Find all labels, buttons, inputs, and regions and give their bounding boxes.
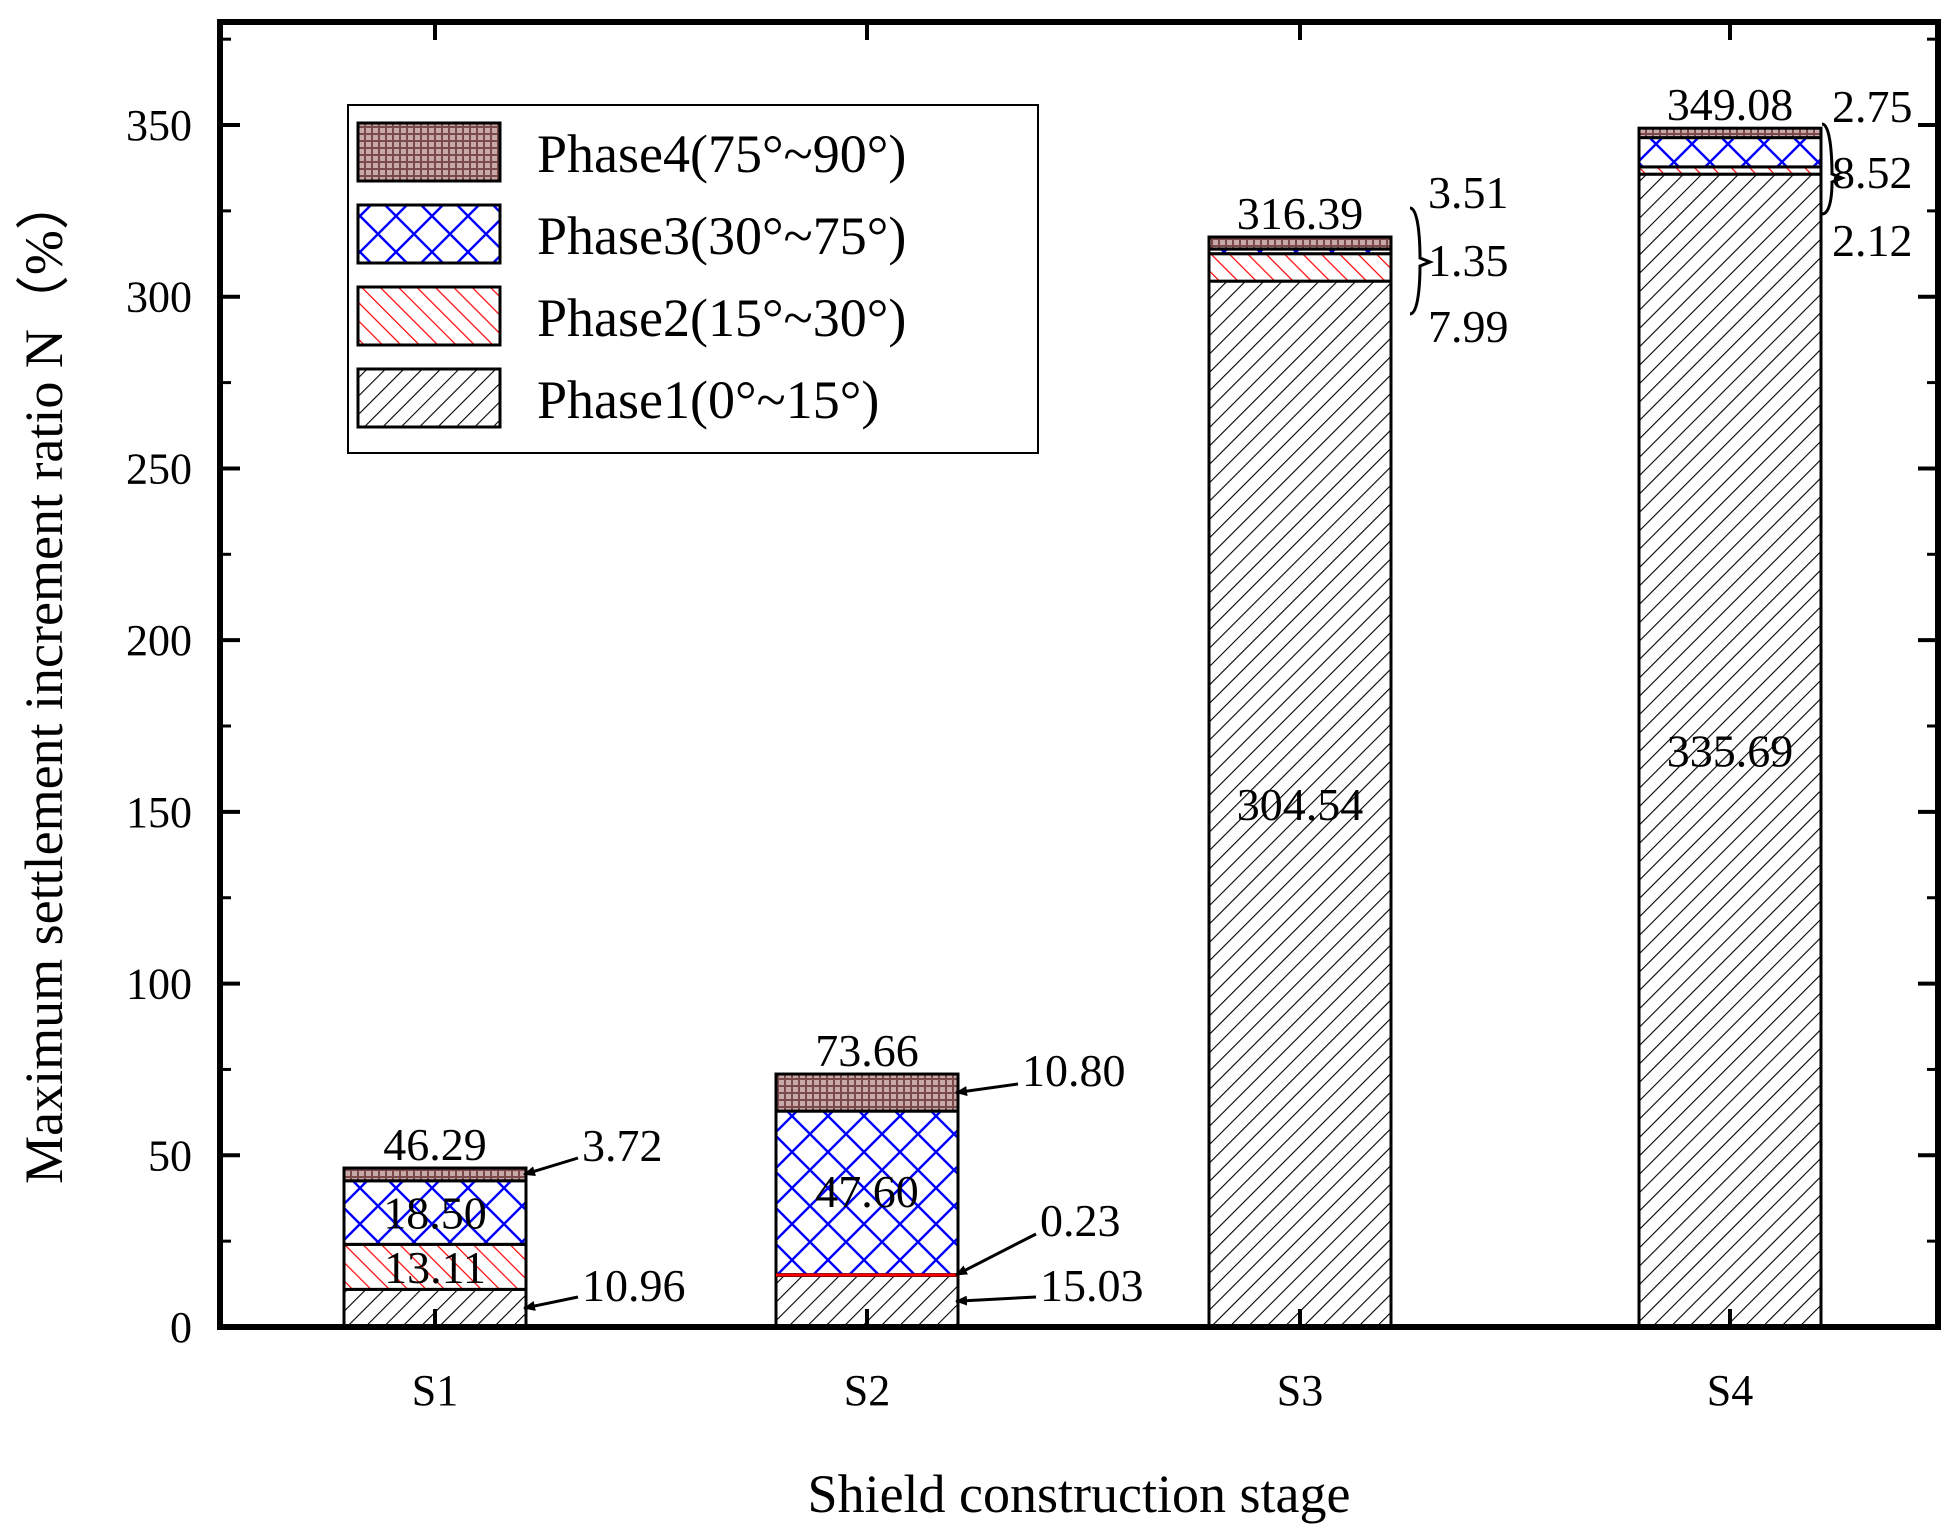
label-s2-phase4: 10.80 <box>1022 1045 1126 1096</box>
label-s1-phase4: 3.72 <box>582 1120 663 1171</box>
label-s2-phase2: 0.23 <box>1040 1195 1121 1246</box>
legend: Phase4(75°~90°) Phase3(30°~75°) Phase2(1… <box>347 104 1039 454</box>
bar-s1-phase2 <box>342 1242 528 1291</box>
x-tick-label-s3: S3 <box>1277 1366 1323 1415</box>
x-tick-label-s2: S2 <box>844 1366 890 1415</box>
legend-swatch-phase4 <box>356 121 502 183</box>
label-s3-phase4: 3.51 <box>1428 167 1509 218</box>
brace-s3 <box>1409 206 1435 316</box>
arrow-s2-phase1 <box>955 1295 1037 1306</box>
arrow-s1-phase1 <box>523 1295 579 1311</box>
arrow-s1-phase4 <box>523 1156 579 1177</box>
bar-s3-phase4 <box>1207 235 1393 251</box>
arrow-s2-phase4 <box>955 1082 1019 1097</box>
y-tick-label-0: 0 <box>170 1303 192 1352</box>
bar-s3-phase2 <box>1207 252 1393 283</box>
y-tick-label-250: 250 <box>126 444 192 493</box>
brace-s4 <box>1821 122 1847 216</box>
label-s2-phase3: 47.60 <box>815 1166 919 1217</box>
label-s2-phase1: 15.03 <box>1040 1260 1144 1311</box>
y-axis-title: Maximum settlement increment ratio N（%） <box>14 176 74 1184</box>
label-s4-phase3: 8.52 <box>1832 147 1913 198</box>
bars-layer <box>342 126 1823 1329</box>
arrow-s2-phase2 <box>955 1232 1037 1277</box>
label-s1-phase1: 10.96 <box>582 1260 686 1311</box>
label-s4-phase4: 2.75 <box>1832 81 1913 132</box>
x-tick-label-s1: S1 <box>412 1366 458 1415</box>
total-label-s3: 316.39 <box>1237 188 1364 239</box>
bar-s2-phase4 <box>774 1072 960 1113</box>
bar-s3-phase1 <box>1207 279 1393 1329</box>
y-tick-label-200: 200 <box>126 616 192 665</box>
label-s3-phase2: 7.99 <box>1428 301 1509 352</box>
x-axis-title: Shield construction stage <box>808 1464 1351 1524</box>
legend-swatch-phase3 <box>356 203 502 265</box>
legend-label-phase1: Phase1(0°~15°) <box>537 370 879 430</box>
label-s3-phase1: 304.54 <box>1237 779 1364 830</box>
label-s3-phase3: 1.35 <box>1428 235 1509 286</box>
y-tick-label-300: 300 <box>126 273 192 322</box>
bar-s4-phase1 <box>1637 172 1823 1329</box>
x-tick-label-s4: S4 <box>1707 1366 1753 1415</box>
x-axis: S1 S2 S3 S4 <box>412 22 1753 1415</box>
legend-label-phase4: Phase4(75°~90°) <box>537 124 906 184</box>
legend-swatch-phase1 <box>356 367 502 429</box>
plot-frame <box>217 19 1941 1330</box>
legend-swatch-phase2 <box>356 285 502 347</box>
total-label-s4: 349.08 <box>1667 79 1794 130</box>
y-tick-label-100: 100 <box>126 960 192 1009</box>
label-s4-phase2: 2.12 <box>1832 215 1913 266</box>
y-axis: 0 50 100 150 200 250 300 350 <box>126 37 1938 1352</box>
total-label-s2: 73.66 <box>815 1025 919 1076</box>
y-tick-label-350: 350 <box>126 101 192 150</box>
bar-s4-phase3 <box>1637 136 1823 169</box>
y-tick-label-150: 150 <box>126 788 192 837</box>
y-tick-label-50: 50 <box>148 1131 192 1180</box>
label-s4-phase1: 335.69 <box>1667 726 1794 777</box>
bar-s4-phase4 <box>1637 126 1823 140</box>
legend-label-phase3: Phase3(30°~75°) <box>537 206 906 266</box>
label-s1-phase2: 13.11 <box>384 1242 486 1293</box>
legend-label-phase2: Phase2(15°~30°) <box>537 288 906 348</box>
label-s1-phase3: 18.50 <box>383 1188 487 1239</box>
total-label-s1: 46.29 <box>383 1119 487 1170</box>
